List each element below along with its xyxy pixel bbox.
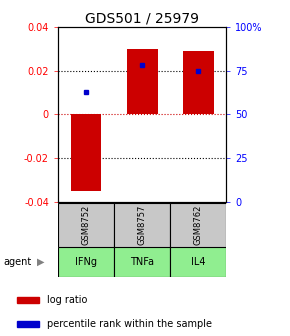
Text: ▶: ▶	[37, 257, 45, 267]
Text: GSM8762: GSM8762	[194, 205, 203, 245]
Text: GSM8757: GSM8757	[137, 205, 147, 245]
Bar	[17, 297, 39, 303]
Text: TNFa: TNFa	[130, 257, 154, 267]
Bar	[170, 203, 226, 247]
Bar	[114, 203, 170, 247]
Text: GSM8752: GSM8752	[81, 205, 90, 245]
Bar	[127, 49, 157, 114]
Text: agent: agent	[3, 257, 31, 267]
Text: IFNg: IFNg	[75, 257, 97, 267]
Text: percentile rank within the sample: percentile rank within the sample	[47, 319, 212, 329]
Bar	[17, 322, 39, 327]
Bar	[58, 247, 114, 277]
Bar	[114, 247, 170, 277]
Title: GDS501 / 25979: GDS501 / 25979	[85, 12, 199, 26]
Bar	[183, 51, 213, 114]
Bar	[58, 203, 114, 247]
Text: IL4: IL4	[191, 257, 205, 267]
Text: log ratio: log ratio	[47, 295, 87, 305]
Bar	[170, 247, 226, 277]
Bar	[70, 114, 102, 191]
